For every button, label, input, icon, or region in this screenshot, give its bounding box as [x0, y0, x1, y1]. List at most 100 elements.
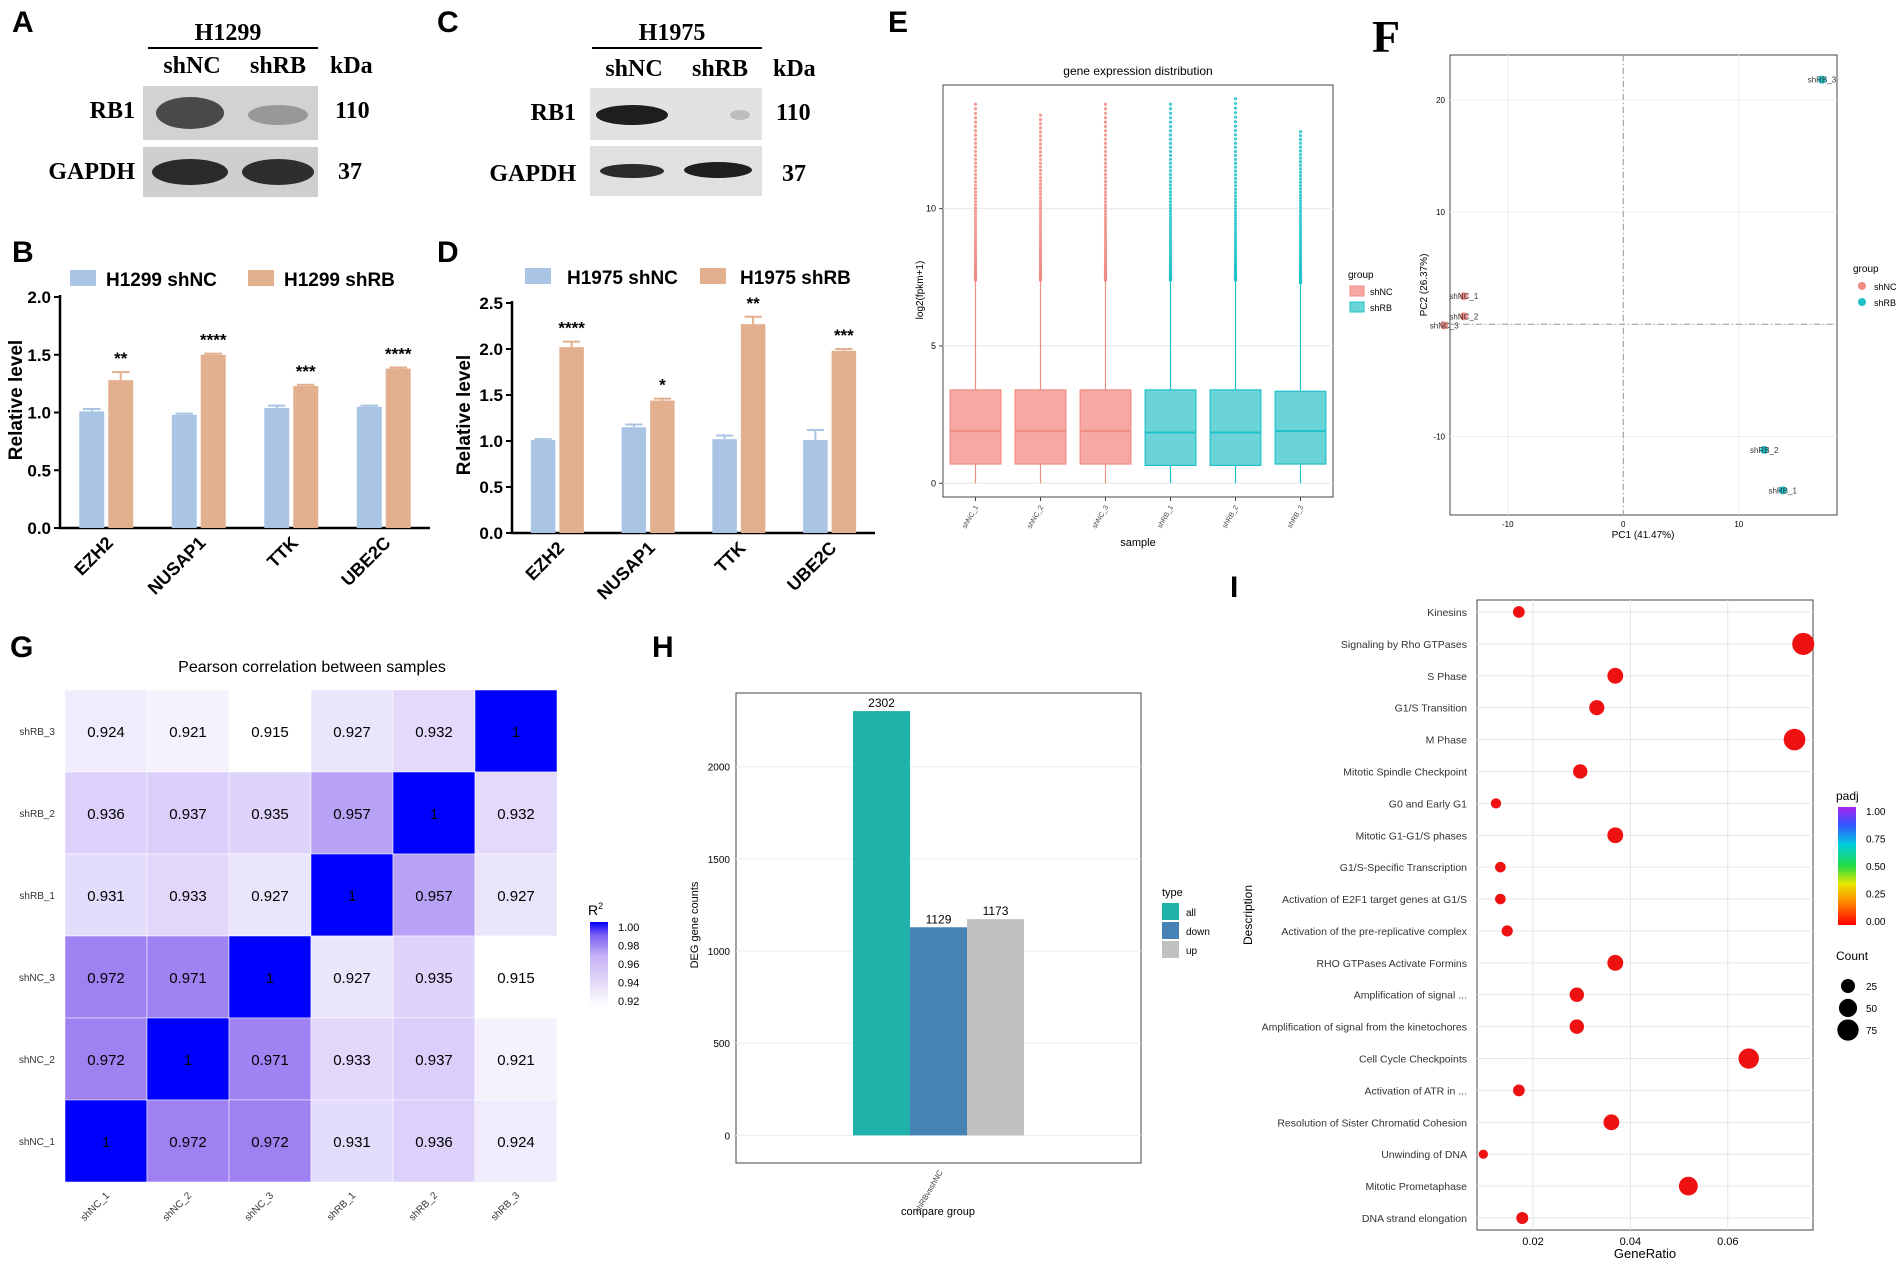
box-e-shNC_1	[949, 389, 1002, 465]
outlier-point-e-0-39	[973, 215, 978, 219]
outlier-point-e-1-48	[1038, 192, 1043, 196]
heatmap-value-1-4: 1	[430, 806, 438, 823]
y-tick-label-e-1: 5	[931, 341, 936, 351]
y-axis-label-h: DEG gene counts	[689, 881, 701, 968]
dot-term-18	[1678, 1176, 1698, 1196]
outlier-point-e-0-51	[973, 176, 978, 180]
outlier-point-e-0-49	[973, 183, 978, 187]
outlier-point-e-4-56	[1233, 153, 1238, 158]
heatmap-cell-3-5	[474, 935, 558, 1019]
outlier-point-e-3-48	[1168, 186, 1173, 191]
outlier-point-e-3-60	[1168, 141, 1173, 145]
x-axis-label-f: PC1 (41.47%)	[1612, 530, 1675, 541]
outlier-point-e-5-43	[1298, 216, 1303, 220]
outlier-point-e-0-28	[973, 243, 978, 247]
heatmap-cell-0-5	[474, 689, 558, 773]
outlier-point-e-1-64	[1038, 134, 1043, 138]
count-legend-dot-0	[1841, 979, 1855, 993]
heatmap-cell-2-2	[228, 853, 312, 937]
band-rb1-shnc-c	[596, 105, 668, 125]
bar-d-ezh2-shrb	[559, 347, 584, 533]
heatmap-value-4-1: 1	[184, 1052, 192, 1069]
kda-value-rb1-a: 110	[335, 98, 370, 124]
dot-term-19	[1516, 1212, 1529, 1224]
outlier-point-e-1-58	[1038, 157, 1043, 162]
heatmap-cell-5-5	[474, 1099, 558, 1183]
heatmap-value-4-2: 0.971	[251, 1052, 289, 1069]
panel-letter-b: B	[12, 236, 34, 269]
outlier-point-e-4-53	[1233, 165, 1238, 169]
legend-title-r: R	[588, 902, 598, 918]
protein-label-gapdh-a: GAPDH	[48, 159, 135, 185]
outlier-point-e-3-53	[1168, 169, 1173, 173]
term-label-5: Mitotic Spindle Checkpoint	[1343, 766, 1467, 778]
legend-dot-shrb-f	[1858, 298, 1866, 306]
significance-d-nusap1: *	[659, 376, 666, 395]
outlier-point-e-1-51	[1038, 182, 1043, 186]
outlier-point-e-1-43	[1038, 208, 1043, 212]
x-tick-label-d-ttk: TTK	[711, 538, 750, 577]
outlier-point-e-4-36	[1233, 222, 1238, 226]
term-label-18: Mitotic Prometaphase	[1365, 1181, 1467, 1193]
y-tick-label-h-3: 1500	[708, 855, 731, 866]
heatmap-value-5-0: 1	[102, 1134, 110, 1151]
legend-title-superscript: 2	[598, 901, 603, 911]
outlier-point-e-1-38	[1038, 222, 1043, 226]
outlier-point-e-2-50	[1103, 179, 1108, 184]
outlier-point-e-5-34	[1298, 238, 1303, 243]
plot-frame-e	[942, 84, 1334, 498]
outlier-point-e-5-46	[1298, 208, 1303, 212]
y-tick-label-h-4: 2000	[708, 763, 731, 774]
outlier-point-e-0-37	[973, 221, 978, 225]
pca-point-shRB_2	[1760, 445, 1769, 454]
outlier-point-e-1-30	[1038, 241, 1043, 245]
outlier-point-e-0-58	[973, 149, 978, 154]
outlier-point-e-1-62	[1038, 142, 1043, 146]
outlier-point-e-4-57	[1233, 149, 1238, 154]
pca-point-shNC_2	[1459, 312, 1468, 321]
heatmap-value-4-0: 0.972	[87, 1052, 125, 1069]
outlier-point-e-2-34	[1103, 229, 1108, 233]
outlier-point-e-0-43	[973, 203, 978, 207]
outlier-point-e-0-50	[973, 179, 978, 184]
x-tick-label-e-shNC_2: shNC_2	[1027, 504, 1046, 529]
band-rb1-shrb-a	[248, 105, 308, 125]
legend-title-h: type	[1162, 887, 1183, 899]
band-gapdh-shrb-c	[684, 162, 752, 178]
heatmap-value-3-4: 0.935	[415, 970, 453, 987]
outlier-point-e-1-44	[1038, 205, 1043, 209]
outlier-point-e-4-63	[1233, 124, 1238, 128]
outlier-point-e-0-27	[973, 245, 978, 250]
heatmap-cell-2-3	[310, 853, 394, 937]
box-e-shRB_2	[1209, 389, 1262, 467]
bar-b-ube2c-shrb	[385, 368, 411, 528]
y-tick-label-d-3: 1.5	[479, 386, 503, 405]
outlier-point-e-3-54	[1168, 165, 1173, 169]
outlier-point-e-1-42	[1038, 210, 1043, 215]
outlier-point-e-3-34	[1168, 229, 1173, 233]
box-e-shNC_3	[1079, 389, 1132, 465]
outlier-point-e-2-55	[1103, 161, 1108, 165]
pca-point-label-shNC_1: shNC_1	[1449, 292, 1478, 301]
count-legend-label-2: 75	[1866, 1026, 1878, 1037]
dot-term-4	[1783, 728, 1806, 751]
legend-swatch-shnc-e	[1349, 285, 1365, 297]
outlier-point-e-3-30	[1168, 239, 1173, 243]
outlier-point-e-0-53	[973, 169, 978, 173]
outlier-point-e-0-40	[973, 212, 978, 216]
outlier-point-e-5-36	[1298, 234, 1303, 238]
term-label-4: M Phase	[1426, 735, 1468, 747]
outlier-point-e-5-44	[1298, 213, 1303, 218]
bar-d-ube2c-shnc	[803, 440, 828, 533]
outlier-point-e-5-39	[1298, 227, 1303, 231]
outlier-point-e-5-33	[1298, 241, 1303, 245]
outlier-point-e-2-56	[1103, 157, 1108, 161]
outlier-point-e-4-38	[1233, 216, 1238, 220]
heatmap-value-1-2: 0.935	[251, 806, 289, 823]
legend-label-shrb-f: shRB	[1874, 298, 1896, 308]
western-blot-a: H1299 shNC shRB kDa RB1 GAPDH 110 37	[48, 20, 373, 197]
x-tick-label-b-ube2c: UBE2C	[337, 533, 394, 590]
heatmap-col-label-3: shRB_1	[325, 1190, 358, 1223]
pca-plot-f: PC1 (41.47%) PC2 (26.37%) group shNC shR…	[1419, 54, 1897, 541]
bar-chart-b: H1299 shNC H1299 shRB Relative level 0.0…	[6, 270, 430, 598]
